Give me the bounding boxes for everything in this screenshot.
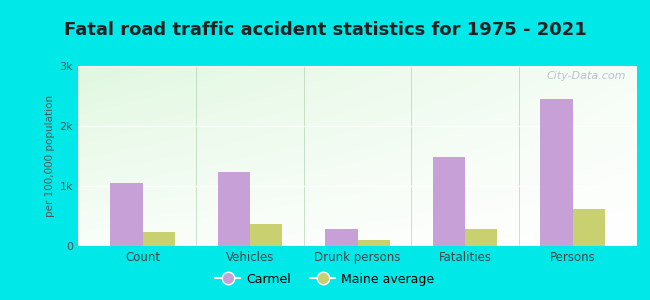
Bar <box>573 209 604 246</box>
Bar <box>325 229 358 246</box>
Bar <box>111 183 142 246</box>
Bar <box>540 99 573 246</box>
Bar <box>358 240 390 246</box>
Text: City-Data.com: City-Data.com <box>546 71 626 81</box>
Bar <box>218 172 250 246</box>
Text: Fatal road traffic accident statistics for 1975 - 2021: Fatal road traffic accident statistics f… <box>64 21 586 39</box>
Bar <box>250 224 282 246</box>
Y-axis label: per 100,000 population: per 100,000 population <box>46 95 55 217</box>
Legend: Carmel, Maine average: Carmel, Maine average <box>211 268 439 291</box>
Bar <box>465 229 497 246</box>
Bar <box>142 232 175 246</box>
Bar <box>433 157 465 246</box>
